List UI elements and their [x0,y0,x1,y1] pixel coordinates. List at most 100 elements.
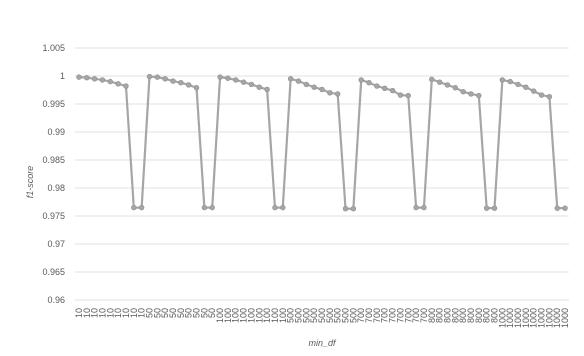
data-point [193,85,200,91]
data-point [483,205,490,211]
x-tick-label: 800 [450,308,460,323]
data-point [115,81,121,87]
data-point [491,205,498,211]
x-tick-label: 500 [301,308,311,323]
x-tick-label: 500 [309,308,319,323]
data-point [327,90,333,96]
x-tick-label: 700 [419,308,429,323]
y-axis-ticks: 0.96 0.965 0.97 0.975 0.98 0.985 0.99 0.995 1 1.0… [42,43,65,305]
x-tick-label: 1000 [537,308,547,328]
x-tick-label: 800 [435,308,445,323]
y-tick-label: 1.005 [42,43,65,53]
x-tick-label: 100 [223,308,233,323]
data-point [201,204,208,211]
x-tick-label: 50 [192,308,202,318]
data-point [84,74,90,81]
y-tick-label: 0.96 [47,295,65,305]
x-tick-label: 10 [90,308,100,318]
x-tick-label: 100 [254,308,264,323]
y-tick-label: 0.995 [42,99,65,109]
x-tick-label: 700 [395,308,405,323]
x-tick-label: 800 [427,308,437,323]
x-tick-label: 10 [121,308,131,318]
x-tick-label: 100 [239,308,249,323]
data-point [287,76,294,82]
data-series [76,73,568,212]
data-point [515,81,521,88]
data-point [421,204,427,211]
x-tick-label: 500 [341,308,351,323]
x-tick-label: 10 [137,308,147,318]
data-point [178,80,184,86]
data-point [452,85,459,91]
x-tick-label: 700 [364,308,374,323]
data-point [225,75,231,81]
data-point [531,88,537,94]
x-tick-label: 50 [144,308,154,318]
data-point [507,78,513,85]
data-point [429,76,435,83]
data-point [303,81,310,88]
x-tick-label: 700 [403,308,413,323]
data-point [162,76,168,82]
data-point [146,73,153,80]
x-tick-label: 50 [184,308,194,318]
data-point [170,78,176,84]
x-tick-label: 700 [356,308,366,323]
data-point [76,74,82,80]
data-point [366,80,372,86]
x-tick-label: 50 [199,308,209,318]
x-axis-title: min_df [308,338,337,348]
x-tick-label: 100 [246,308,256,323]
x-tick-label: 800 [474,308,484,323]
data-point [460,88,466,95]
data-point [562,205,568,211]
data-point [209,204,215,211]
x-tick-label: 700 [388,308,398,323]
x-tick-label: 50 [207,308,217,318]
data-point [468,91,474,97]
data-point [280,204,286,211]
data-point [217,74,223,80]
y-tick-label: 0.99 [47,127,65,137]
data-point [523,84,529,90]
data-point [350,206,357,212]
x-tick-label: 50 [168,308,178,318]
x-tick-label: 700 [372,308,382,323]
y-tick-label: 0.97 [47,239,65,249]
x-tick-label: 100 [231,308,241,323]
x-tick-label: 10 [129,308,139,318]
x-tick-label: 100 [278,308,288,323]
x-tick-label: 800 [442,308,452,323]
x-tick-label: 500 [348,308,358,323]
data-point [436,79,443,85]
x-tick-label: 1000 [529,308,539,328]
x-tick-label: 700 [411,308,421,323]
data-point [413,204,419,211]
data-point [319,86,325,93]
data-point [123,83,129,89]
data-point [405,92,411,99]
x-tick-label: 800 [458,308,468,323]
x-tick-label: 10 [113,308,123,318]
x-tick-label: 1000 [560,308,570,328]
y-tick-label: 0.985 [42,155,65,165]
data-point [138,204,145,211]
data-point [311,84,317,90]
x-tick-label: 1000 [544,308,554,328]
data-point [240,79,247,85]
x-tick-label: 800 [466,308,476,323]
data-point [131,204,137,211]
x-tick-label: 1000 [552,308,562,328]
x-axis-ticks: 1010101010101010105050505050505050501001… [74,308,570,328]
x-tick-label: 1000 [513,308,523,328]
x-tick-label: 100 [262,308,272,323]
data-point [476,92,482,99]
data-point [538,92,545,98]
y-tick-label: 0.965 [42,267,65,277]
data-point [256,84,262,90]
x-tick-label: 100 [270,308,280,323]
